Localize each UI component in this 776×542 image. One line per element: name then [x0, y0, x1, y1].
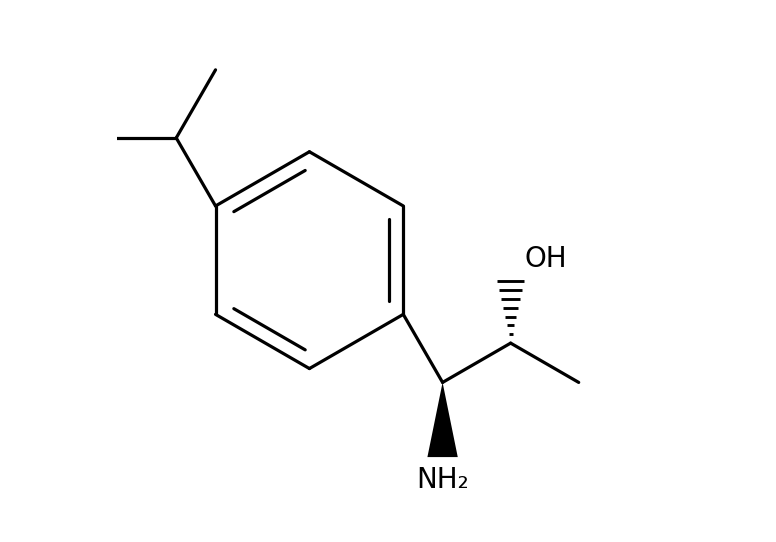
Text: OH: OH	[525, 245, 566, 273]
Polygon shape	[428, 383, 458, 457]
Text: NH₂: NH₂	[416, 466, 469, 494]
